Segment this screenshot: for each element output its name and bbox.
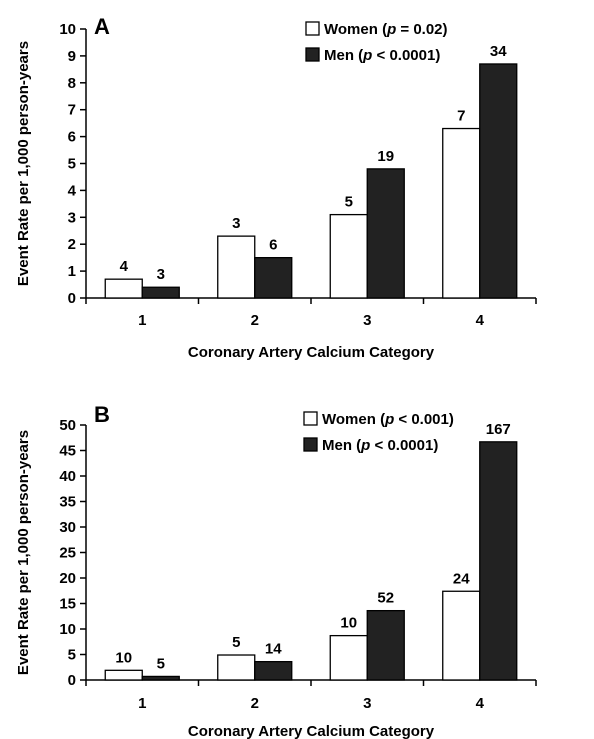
y-tick-label: 25 — [59, 545, 76, 562]
bar-men-2 — [254, 256, 293, 299]
legend-p-symbol: p — [360, 437, 370, 454]
legend-series-name: Women — [322, 411, 380, 428]
data-label: 14 — [265, 641, 282, 658]
data-label: 52 — [377, 590, 394, 607]
legend-series-name: Men — [324, 47, 358, 64]
y-tick-label: 7 — [68, 102, 76, 119]
bar-men-1 — [141, 675, 180, 681]
data-label: 10 — [115, 649, 132, 666]
y-tick-label: 0 — [68, 672, 76, 689]
bar-men-1 — [141, 286, 180, 299]
data-label: 24 — [453, 570, 470, 587]
bar-men-4 — [479, 441, 518, 681]
legend-entry: Men (p < 0.0001) — [324, 47, 440, 64]
y-tick-label: 2 — [68, 236, 76, 253]
y-axis-label: Event Rate per 1,000 person-years — [15, 41, 32, 286]
bar-women-3 — [329, 213, 368, 299]
y-tick-label: 4 — [68, 182, 77, 199]
panel-label: B — [94, 402, 110, 427]
y-tick-label: 1 — [68, 263, 76, 280]
legend-swatch — [303, 437, 318, 452]
data-label: 5 — [157, 655, 165, 672]
bar-men-3 — [366, 609, 405, 681]
data-label: 7 — [457, 108, 465, 125]
y-tick-label: 35 — [59, 494, 76, 511]
legend-p-open: ( — [356, 437, 361, 454]
legend-p-symbol: p — [384, 411, 394, 428]
data-label: 10 — [340, 615, 357, 632]
data-label: 167 — [486, 421, 511, 438]
y-tick-label: 20 — [59, 570, 76, 587]
legend-p-rest: < 0.0001) — [372, 47, 440, 64]
data-label: 5 — [232, 634, 240, 651]
y-tick-label: 10 — [59, 621, 76, 638]
data-label: 3 — [157, 266, 165, 283]
data-label: 19 — [377, 148, 394, 165]
bar-women-2 — [217, 654, 256, 681]
bar-men-4 — [479, 63, 518, 299]
x-tick-label: 4 — [476, 695, 485, 712]
bar-men-2 — [254, 660, 293, 681]
y-tick-label: 3 — [68, 209, 76, 226]
data-label: 5 — [345, 194, 353, 211]
legend-entry: Women (p < 0.001) — [322, 411, 454, 428]
y-tick-label: 45 — [59, 443, 76, 460]
x-tick-label: 2 — [251, 695, 259, 712]
y-tick-label: 0 — [68, 290, 76, 307]
bar-women-2 — [217, 235, 256, 299]
y-tick-label: 6 — [68, 129, 76, 146]
y-tick-label: 30 — [59, 519, 76, 536]
bar-men-3 — [366, 168, 405, 299]
y-tick-label: 50 — [59, 417, 76, 434]
legend-swatch — [305, 21, 320, 36]
legend-swatch — [305, 47, 320, 62]
y-axis-label: Event Rate per 1,000 person-years — [15, 430, 32, 675]
data-label: 3 — [232, 215, 240, 232]
data-label: 4 — [120, 258, 129, 275]
legend-p-rest: = 0.02) — [396, 21, 447, 38]
bar-women-4 — [442, 127, 481, 299]
x-axis-label: Coronary Artery Calcium Category — [188, 344, 435, 361]
bar-women-1 — [104, 669, 143, 681]
bar-women-1 — [104, 278, 143, 299]
x-tick-label: 3 — [363, 695, 371, 712]
legend-p-open: ( — [382, 21, 387, 38]
legend-series-name: Women — [324, 21, 382, 38]
legend-p-open: ( — [358, 47, 363, 64]
y-tick-label: 9 — [68, 48, 76, 65]
x-tick-label: 1 — [138, 695, 146, 712]
legend-entry: Women (p = 0.02) — [324, 21, 448, 38]
y-tick-label: 15 — [59, 596, 76, 613]
data-label: 6 — [269, 237, 277, 254]
legend-p-symbol: p — [386, 21, 396, 38]
legend-swatch — [303, 411, 318, 426]
x-tick-label: 4 — [476, 312, 485, 329]
x-tick-label: 2 — [251, 312, 259, 329]
legend-p-symbol: p — [362, 47, 372, 64]
data-label: 34 — [490, 43, 507, 60]
y-tick-label: 5 — [68, 156, 76, 173]
y-tick-label: 8 — [68, 75, 76, 92]
y-tick-label: 40 — [59, 468, 76, 485]
legend-entry: Men (p < 0.0001) — [322, 437, 438, 454]
legend-series-name: Men — [322, 437, 356, 454]
bar-women-4 — [442, 590, 481, 681]
legend-p-rest: < 0.0001) — [370, 437, 438, 454]
x-tick-label: 1 — [138, 312, 146, 329]
bar-women-3 — [329, 634, 368, 681]
y-tick-label: 10 — [59, 21, 76, 38]
legend-p-rest: < 0.001) — [394, 411, 454, 428]
x-tick-label: 3 — [363, 312, 371, 329]
panel-label: A — [94, 14, 110, 39]
y-tick-label: 5 — [68, 647, 76, 664]
x-axis-label: Coronary Artery Calcium Category — [188, 723, 435, 739]
legend-p-open: ( — [380, 411, 385, 428]
